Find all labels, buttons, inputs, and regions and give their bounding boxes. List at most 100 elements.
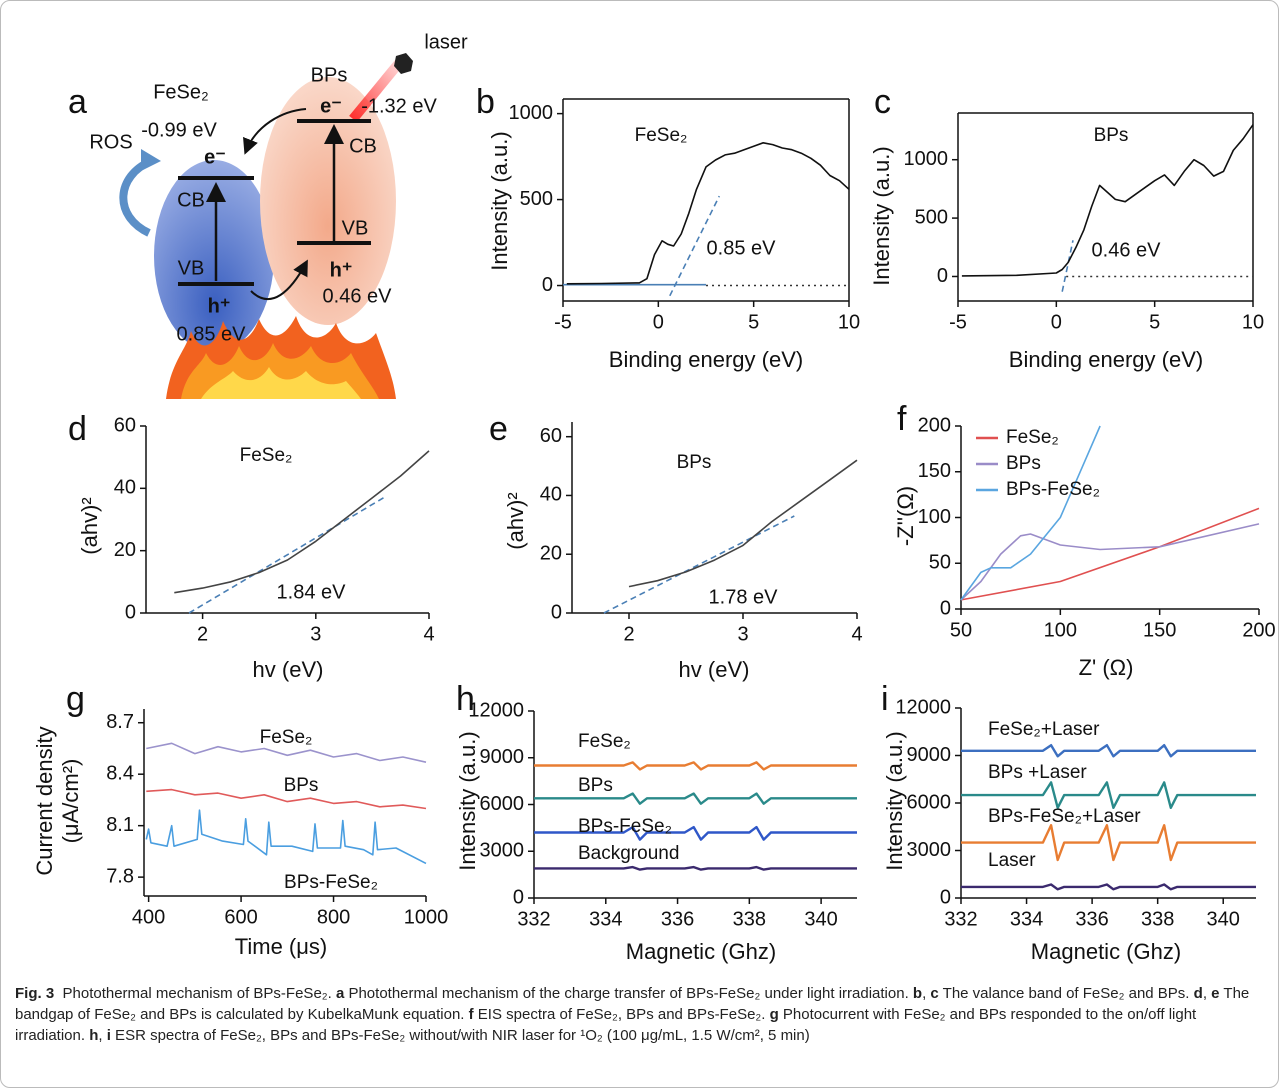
x-tick-label: 10 — [1242, 311, 1264, 333]
legend-label: BPs — [1006, 453, 1041, 474]
x-axis-label: Magnetic (Ghz) — [1031, 939, 1181, 964]
y-tick-label: 1000 — [509, 102, 554, 124]
panel-letter: h — [456, 680, 475, 718]
caption-bold: Fig. 3 — [15, 985, 55, 1002]
y-axis-label: Intensity (a.u.) — [869, 146, 894, 285]
y-tick-label: 40 — [540, 484, 562, 506]
y-tick-label: 1000 — [904, 148, 949, 170]
y-tick-label: 12000 — [468, 699, 524, 721]
y-tick-label: 9000 — [480, 746, 525, 768]
energy-label: -0.99 eV — [141, 119, 217, 141]
series-label: BPs — [578, 775, 613, 796]
y-tick-label: 3000 — [907, 839, 952, 861]
y-tick-label: 8.1 — [106, 814, 134, 836]
fese2-label: FeSe₂ — [153, 81, 209, 103]
x-tick-label: 5 — [748, 311, 759, 333]
y-tick-label: 60 — [540, 425, 562, 447]
y-tick-label: 50 — [929, 552, 951, 574]
y-tick-label: 0 — [551, 601, 562, 623]
series-line — [146, 788, 427, 810]
y-tick-label: 500 — [915, 206, 948, 228]
y-axis-label: Current density — [32, 726, 57, 875]
y-tick-label: 6000 — [480, 793, 525, 815]
y-tick-label: 7.8 — [106, 865, 134, 887]
series-label: Laser — [988, 850, 1036, 871]
caption-bold: d — [1193, 985, 1203, 1002]
series-line — [961, 124, 1254, 277]
energy-label: 0.85 eV — [177, 323, 247, 345]
x-axis-label: hv (eV) — [679, 657, 750, 682]
x-tick-label: 4 — [851, 623, 862, 645]
series-line — [534, 792, 857, 805]
y-tick-label: 200 — [918, 414, 951, 436]
ros-label: ROS — [89, 131, 132, 153]
y-tick-label: 8.7 — [106, 711, 134, 733]
y-axis-label: Intensity (a.u.) — [487, 131, 512, 270]
caption-text: Photothermal mechanism of the charge tra… — [344, 985, 913, 1002]
laser-label: laser — [424, 31, 468, 53]
x-tick-label: -5 — [554, 311, 572, 333]
series-line — [534, 865, 857, 871]
panel-letter: e — [489, 410, 508, 448]
y-tick-label: 100 — [918, 506, 951, 528]
y-tick-label: 150 — [918, 460, 951, 482]
x-tick-label: 50 — [950, 619, 972, 641]
legend-label: BPs-FeSe₂ — [1006, 479, 1100, 500]
caption-bold: i — [106, 1027, 111, 1044]
y-axis-label: (ahv)² — [503, 492, 528, 549]
caption-bold: b — [912, 985, 923, 1002]
series-label: FeSe₂ — [260, 727, 313, 748]
x-tick-label: 4 — [423, 623, 434, 645]
laser-source — [394, 53, 413, 74]
caption: Fig. 3 Photothermal mechanism of BPs-FeS… — [15, 983, 1265, 1046]
x-tick-label: 2 — [197, 623, 208, 645]
x-tick-label: -5 — [949, 311, 967, 333]
x-tick-label: 150 — [1143, 619, 1176, 641]
caption-bold: f — [468, 1006, 474, 1023]
caption-text: The valance band of FeSe₂ and BPs. — [938, 985, 1194, 1002]
y-tick-label: 60 — [114, 414, 136, 436]
panel-letter: b — [476, 83, 495, 121]
caption-text: ESR spectra of FeSe₂, BPs and BPs-FeSe₂ … — [110, 1027, 810, 1044]
y-tick-label: 20 — [114, 539, 136, 561]
series-label: FeSe₂ — [635, 125, 688, 146]
series-line — [961, 781, 1256, 809]
annotation: 1.78 eV — [709, 586, 779, 608]
fit-line — [603, 515, 795, 614]
electron-transfer — [243, 108, 307, 155]
caption-text: , — [922, 985, 931, 1002]
fese2-ellipse — [154, 160, 274, 352]
y-axis-label: Intensity (a.u.) — [882, 731, 907, 870]
x-tick-label: 100 — [1044, 619, 1077, 641]
x-tick-label: 340 — [1207, 908, 1240, 930]
y-tick-label: 0 — [513, 886, 524, 908]
y-tick-label: 12000 — [895, 696, 951, 718]
energy-label: -1.32 eV — [361, 95, 437, 117]
series-label: FeSe₂+Laser — [988, 719, 1100, 740]
figure-panels: a FeSe₂ BPs laser ROS -0.99 eV e⁻ CB VB … — [32, 31, 1276, 964]
y-tick-label: 500 — [520, 188, 553, 210]
caption-bold: a — [335, 985, 345, 1002]
cb-label: CB — [349, 135, 377, 157]
legend-label: FeSe₂ — [1006, 427, 1059, 448]
y-tick-label: 8.4 — [106, 762, 134, 784]
caption-text: The bandgap of FeSe₂ and BPs is calculat… — [15, 985, 1254, 1023]
series-line — [960, 507, 1260, 601]
y-tick-label: 0 — [542, 274, 553, 296]
x-tick-label: 5 — [1149, 311, 1160, 333]
series-label: FeSe₂ — [578, 731, 631, 752]
y-tick-label: 40 — [114, 477, 136, 499]
caption-bold: c — [930, 985, 939, 1002]
series-label: Background — [578, 843, 679, 864]
flame-inner — [201, 367, 361, 399]
x-axis-label: Z' (Ω) — [1079, 655, 1134, 680]
series-line — [534, 825, 857, 841]
hole-label: h⁺ — [330, 259, 353, 281]
y-tick-label: 9000 — [907, 744, 952, 766]
bps-label: BPs — [311, 64, 348, 86]
series-line — [960, 523, 1260, 601]
cb-label: CB — [177, 189, 205, 211]
panel-a: a FeSe₂ BPs laser ROS -0.99 eV e⁻ CB VB … — [68, 31, 468, 399]
y-axis-label: -Z''(Ω) — [893, 486, 918, 546]
series-line — [961, 824, 1256, 862]
